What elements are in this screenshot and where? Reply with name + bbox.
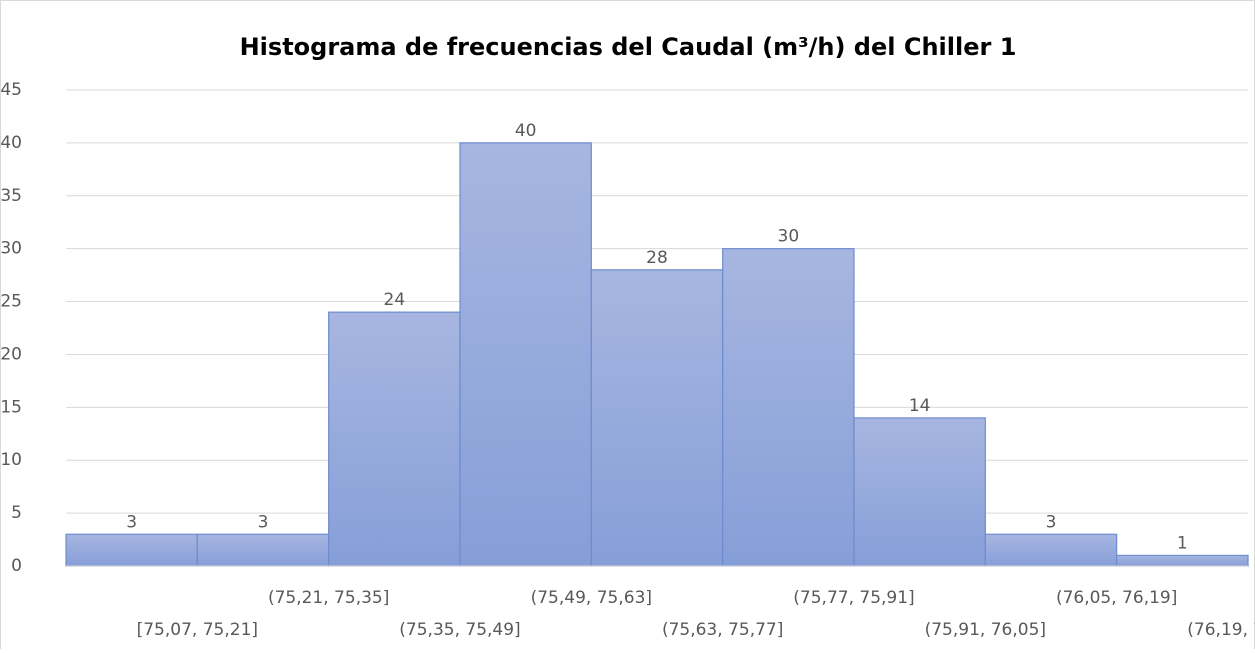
x-tick-label: (76,19, 76,33]	[1187, 620, 1255, 640]
data-label: 40	[515, 121, 537, 141]
bar	[590, 269, 724, 567]
chart-title: Histograma de frecuencias del Caudal (m³…	[240, 33, 1017, 61]
data-label: 3	[126, 512, 137, 532]
y-tick-label: 20	[0, 344, 22, 364]
y-tick-label: 40	[0, 133, 22, 153]
bar	[984, 533, 1118, 567]
x-tick-label: (76,05, 76,19]	[1056, 588, 1177, 608]
data-label: 30	[778, 227, 800, 247]
y-tick-label: 5	[11, 503, 22, 523]
data-label: 3	[1046, 512, 1057, 532]
x-tick-label: (75,49, 75,63]	[531, 588, 652, 608]
bar	[65, 533, 198, 567]
x-tick-label: (75,35, 75,49]	[399, 620, 520, 640]
y-tick-label: 45	[0, 80, 22, 100]
x-tick-label: (75,77, 75,91]	[793, 588, 914, 608]
data-label: 1	[1177, 533, 1188, 553]
data-label: 28	[646, 248, 668, 268]
data-label: 3	[258, 512, 269, 532]
data-label: 24	[384, 290, 406, 310]
bar	[459, 142, 592, 567]
y-tick-label: 15	[0, 397, 22, 417]
y-tick-label: 35	[0, 186, 22, 206]
y-tick-label: 10	[0, 450, 22, 470]
x-tick-label: (75,21, 75,35]	[268, 588, 389, 608]
y-tick-label: 30	[0, 239, 22, 259]
x-tick-label: (75,63, 75,77]	[662, 620, 783, 640]
x-tick-label: [75,07, 75,21]	[137, 620, 258, 640]
bar	[853, 417, 986, 567]
data-label: 14	[909, 396, 931, 416]
y-tick-label: 0	[11, 556, 22, 576]
y-tick-label: 25	[0, 292, 22, 312]
bar	[328, 311, 461, 567]
x-tick-label: (75,91, 76,05]	[925, 620, 1046, 640]
bar	[722, 248, 855, 567]
bar	[196, 533, 330, 567]
bar	[1116, 554, 1249, 567]
